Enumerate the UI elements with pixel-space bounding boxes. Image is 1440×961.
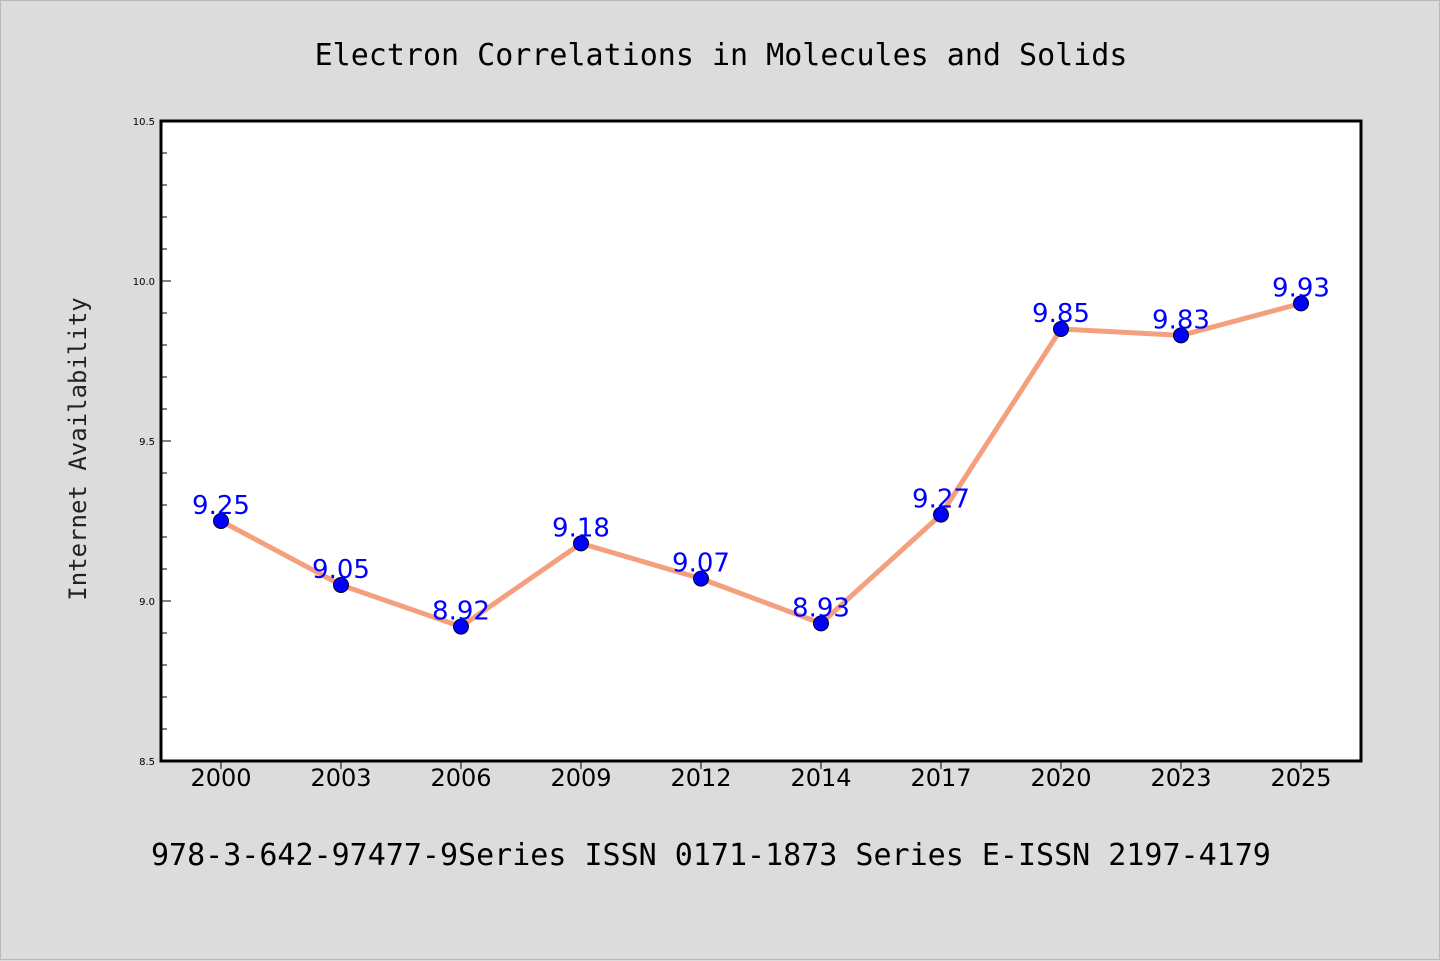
footer-isbn-text: 978-3-642-97477-9Series ISSN 0171-1873 S… (151, 838, 1271, 873)
data-markers (213, 295, 1309, 635)
data-label: 9.25 (192, 491, 250, 521)
y-tick-label: 8.5 (139, 757, 155, 768)
y-axis-label: Internet Availability (64, 297, 92, 600)
y-tick-label: 9.5 (139, 437, 155, 448)
data-point-marker (213, 513, 229, 529)
data-label: 8.93 (792, 593, 850, 623)
x-tick-label: 2023 (1150, 764, 1211, 792)
x-tick-label: 2003 (310, 764, 371, 792)
chart-title: Electron Correlations in Molecules and S… (315, 38, 1128, 73)
data-label: 9.07 (672, 549, 730, 579)
data-point-marker (933, 506, 949, 523)
series-line-group (218, 300, 1304, 630)
data-label: 9.18 (552, 513, 610, 543)
data-label: 9.93 (1272, 273, 1330, 303)
y-tick-label: 10.5 (133, 117, 155, 128)
x-tick-label: 2012 (670, 764, 731, 792)
x-tick-label: 2000 (190, 764, 251, 792)
data-point-marker (573, 535, 589, 552)
x-tick-label: 2020 (1030, 764, 1091, 792)
x-tick-label: 2025 (1270, 764, 1331, 792)
series-line (218, 300, 1304, 630)
y-axis-ticks: 8.5 9.0 9.5 10.0 10.5 (133, 117, 171, 768)
data-point-marker (453, 618, 469, 635)
data-point-marker (1173, 327, 1189, 344)
x-tick-label: 2006 (430, 764, 491, 792)
plot-area (159, 119, 1363, 763)
data-label: 9.27 (912, 485, 970, 515)
data-label: 9.05 (312, 555, 370, 585)
y-tick-label: 9.0 (139, 597, 155, 608)
data-point-marker (1053, 321, 1069, 337)
data-label: 9.85 (1032, 299, 1090, 329)
data-label: 9.83 (1152, 305, 1210, 335)
data-point-marker (813, 615, 829, 632)
x-tick-label: 2009 (550, 764, 611, 792)
data-label: 8.92 (432, 597, 490, 627)
x-axis-ticks: 2000 2003 2006 2009 2012 2014 2017 2020 2023 2025 (190, 761, 1332, 792)
y-tick-label: 10.0 (133, 277, 155, 288)
data-point-marker (1293, 295, 1309, 312)
data-point-marker (693, 570, 709, 587)
x-tick-label: 2014 (790, 764, 851, 792)
x-tick-label: 2017 (910, 764, 971, 792)
data-labels: 9.25 9.05 8.92 9.18 9.07 8.93 9.27 9.85 9.83 9.93 (192, 273, 1330, 626)
data-point-marker (333, 577, 349, 593)
